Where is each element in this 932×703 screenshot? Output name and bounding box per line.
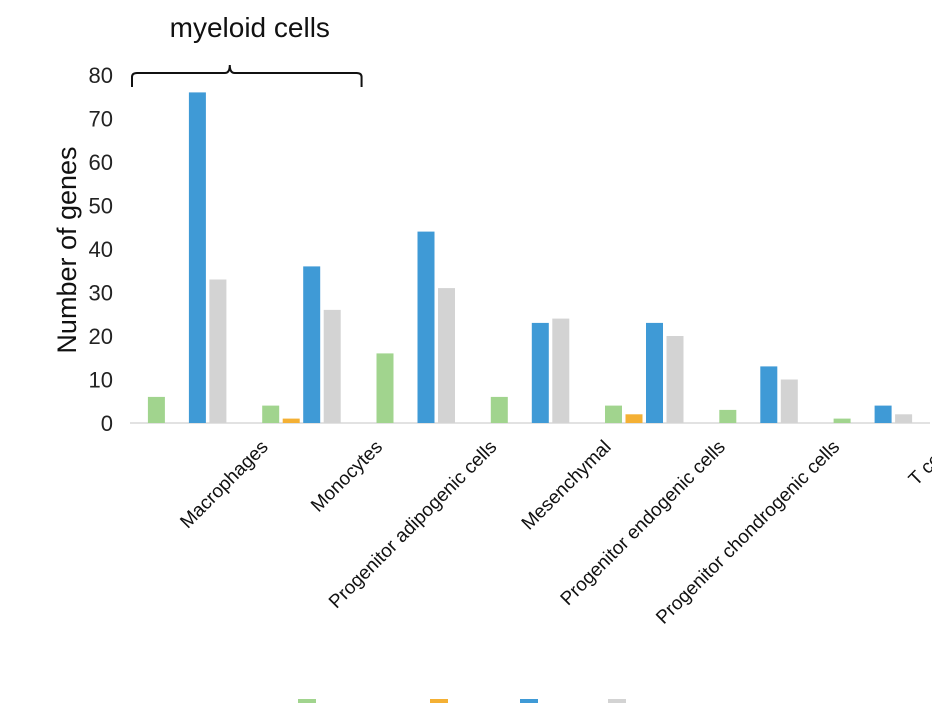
bar-progenitor-endogenic-cells-series-3 bbox=[666, 336, 684, 423]
category-label: Macrophages bbox=[176, 437, 272, 533]
legend-swatch bbox=[298, 699, 316, 703]
category-label: Monocytes bbox=[307, 437, 387, 517]
bar-monocytes-series-2 bbox=[303, 266, 321, 423]
bar-t-cells-series-3 bbox=[895, 414, 913, 423]
bar-macrophages-series-2 bbox=[188, 92, 206, 424]
bar-macrophages-series-0 bbox=[147, 396, 165, 423]
y-tick-label: 70 bbox=[89, 107, 113, 132]
bar-progenitor-adipogenic-cells-series-3 bbox=[438, 288, 455, 423]
legend bbox=[298, 699, 626, 703]
bar-progenitor-endogenic-cells-series-2 bbox=[646, 322, 663, 423]
legend-swatch bbox=[520, 699, 538, 703]
category-label: Progenitor chondrogenic cells bbox=[652, 437, 844, 629]
y-tick-label: 30 bbox=[89, 281, 113, 306]
category-label: Mesenchymal bbox=[518, 437, 616, 535]
bar-mesenchymal-series-0 bbox=[490, 396, 508, 423]
bar-monocytes-series-3 bbox=[323, 309, 341, 423]
bar-progenitor-endogenic-cells-series-1 bbox=[625, 414, 643, 423]
bar-progenitor-chondrogenic-cells-series-0 bbox=[719, 409, 737, 423]
bar-progenitor-endogenic-cells-series-0 bbox=[605, 405, 622, 423]
bar-monocytes-series-0 bbox=[262, 405, 280, 423]
y-tick-label: 80 bbox=[89, 63, 113, 88]
bar-monocytes-series-1 bbox=[282, 418, 300, 423]
y-tick-label: 40 bbox=[89, 237, 113, 262]
category-label: T cells bbox=[905, 437, 932, 490]
legend-swatch bbox=[430, 699, 448, 703]
bar-mesenchymal-series-2 bbox=[531, 322, 549, 423]
annotation-brace bbox=[131, 64, 363, 87]
y-tick-label: 50 bbox=[89, 194, 113, 219]
bar-t-cells-series-0 bbox=[833, 418, 851, 423]
y-tick-label: 20 bbox=[89, 324, 113, 349]
myeloid-cells-annotation: myeloid cells bbox=[131, 12, 363, 87]
y-axis-label: Number of genes bbox=[52, 146, 82, 353]
bar-mesenchymal-series-3 bbox=[552, 318, 570, 423]
bar-progenitor-adipogenic-cells-series-0 bbox=[376, 353, 394, 423]
annotation-label: myeloid cells bbox=[170, 12, 330, 43]
y-tick-label: 0 bbox=[101, 411, 113, 436]
bar-progenitor-chondrogenic-cells-series-2 bbox=[760, 366, 778, 423]
bar-progenitor-chondrogenic-cells-series-3 bbox=[780, 379, 798, 423]
legend-swatch bbox=[608, 699, 626, 703]
bar-macrophages-series-3 bbox=[209, 279, 227, 423]
bar-progenitor-adipogenic-cells-series-2 bbox=[417, 231, 435, 423]
y-axis: 0 10 20 30 40 50 60 70 80 bbox=[89, 63, 113, 436]
y-tick-label: 10 bbox=[89, 368, 113, 393]
y-tick-label: 60 bbox=[89, 150, 113, 175]
bar-t-cells-series-2 bbox=[874, 405, 892, 423]
bars bbox=[147, 92, 913, 424]
